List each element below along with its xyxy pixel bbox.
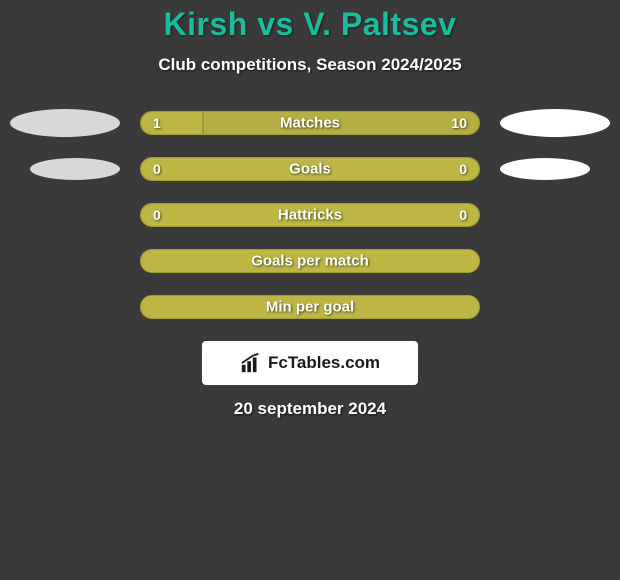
stat-value-left: 0 <box>153 207 161 223</box>
stat-value-left: 0 <box>153 161 161 177</box>
subtitle: Club competitions, Season 2024/2025 <box>0 55 620 75</box>
stat-bar: Hattricks 0 0 <box>140 203 480 227</box>
page-title: Kirsh vs V. Paltsev <box>0 6 620 43</box>
player-left-marker <box>30 158 120 180</box>
stat-row: Min per goal <box>0 295 620 319</box>
stat-bar: Matches 1 10 <box>140 111 480 135</box>
player-right-marker <box>500 158 590 180</box>
stat-label: Min per goal <box>266 299 354 316</box>
date-text: 20 september 2024 <box>0 399 620 419</box>
chart-icon <box>240 352 262 374</box>
logo-box[interactable]: FcTables.com <box>202 341 418 385</box>
player-left-marker <box>10 109 120 137</box>
stat-label: Goals <box>289 161 331 178</box>
stat-value-right: 10 <box>451 115 467 131</box>
stat-value-right: 0 <box>459 161 467 177</box>
stat-value-right: 0 <box>459 207 467 223</box>
player-right-marker <box>500 109 610 137</box>
stat-value-left: 1 <box>153 115 161 131</box>
stat-label: Matches <box>280 115 340 132</box>
stat-label: Goals per match <box>251 253 369 270</box>
comparison-card: Kirsh vs V. Paltsev Club competitions, S… <box>0 0 620 419</box>
bar-right-shade <box>202 112 479 134</box>
stats-list: Matches 1 10 Goals 0 0 Hattricks 0 0 Goals per ma… <box>0 111 620 319</box>
stat-row: Matches 1 10 <box>0 111 620 135</box>
stat-bar: Min per goal <box>140 295 480 319</box>
stat-bar: Goals per match <box>140 249 480 273</box>
stat-row: Goals 0 0 <box>0 157 620 181</box>
stat-row: Hattricks 0 0 <box>0 203 620 227</box>
stat-label: Hattricks <box>278 207 342 224</box>
stat-bar: Goals 0 0 <box>140 157 480 181</box>
stat-row: Goals per match <box>0 249 620 273</box>
logo-text: FcTables.com <box>268 353 380 373</box>
